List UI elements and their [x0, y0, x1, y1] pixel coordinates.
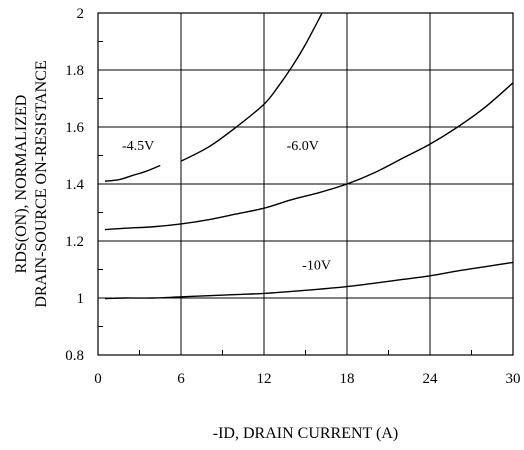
- series-layer: [104, 12, 514, 300]
- axes: [97, 12, 514, 356]
- x-axis-title: -ID, DRAIN CURRENT (A): [213, 425, 398, 442]
- x-tick-label: 18: [340, 371, 355, 387]
- plot-frame: [97, 12, 514, 356]
- y-tick-label: 0.8: [65, 348, 84, 364]
- series-label-1: -4.5V: [122, 139, 154, 154]
- y-axis-title-line-1: RDS(ON), NORMALIZED: [13, 95, 30, 274]
- x-tick-label: 30: [506, 371, 521, 387]
- x-tick-label: 12: [257, 371, 272, 387]
- y-tick-label: 1.4: [65, 177, 84, 193]
- y-tick-label: 1: [77, 291, 85, 307]
- grid: [97, 12, 514, 356]
- y-tick-label: 2: [77, 6, 85, 22]
- x-tick-label: 0: [94, 371, 102, 387]
- x-tick-label: 6: [177, 371, 185, 387]
- y-axis-title-line-2: DRAIN-SOURCE ON-RESISTANCE: [33, 60, 50, 307]
- y-tick-label: 1.2: [65, 234, 84, 250]
- y-tick-label: 1.6: [65, 120, 84, 136]
- labels-layer: 0 6 12 18 24 30 0.8 1 1.2 1.4 1.6 1.8 2 -ID, DRAIN CU…: [13, 6, 521, 442]
- series-label-3: -6.0V: [287, 139, 319, 154]
- series-line-2: [180, 12, 323, 162]
- series-line-3: [104, 82, 514, 231]
- y-tick-label: 1.8: [65, 63, 84, 79]
- series-line-1: [104, 164, 161, 182]
- series-label-4: -10V: [302, 259, 331, 274]
- series-line-4: [104, 261, 514, 300]
- x-tick-label: 24: [423, 371, 439, 387]
